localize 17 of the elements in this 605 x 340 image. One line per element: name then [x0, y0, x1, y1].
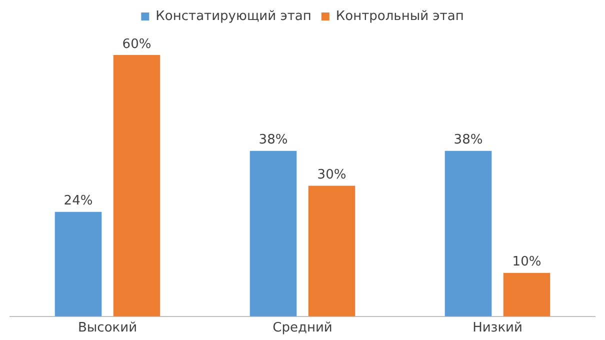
- bar: [113, 55, 160, 316]
- bar: [444, 150, 492, 316]
- data-label: 38%: [258, 132, 288, 148]
- legend-label: Констатирующий этап: [156, 8, 312, 24]
- data-label: 30%: [317, 168, 346, 183]
- bar: [250, 150, 297, 316]
- x-tick-label: Средний: [272, 320, 332, 336]
- legend-label: Контрольный этап: [336, 8, 464, 24]
- bar: [54, 212, 102, 316]
- bar: [503, 272, 550, 316]
- bar: [308, 186, 356, 316]
- data-label: 38%: [454, 132, 483, 148]
- data-label: 10%: [512, 254, 542, 270]
- x-tick-label: Высокий: [78, 320, 138, 336]
- data-label: 24%: [64, 194, 93, 209]
- data-label: 60%: [122, 36, 152, 52]
- x-tick-label: Низкий: [472, 320, 522, 336]
